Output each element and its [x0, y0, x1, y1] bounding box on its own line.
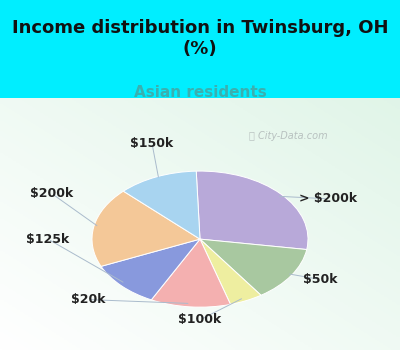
Wedge shape: [196, 171, 308, 250]
Text: $20k: $20k: [71, 293, 105, 306]
Text: > $200k: > $200k: [299, 192, 357, 205]
Text: $200k: $200k: [30, 187, 74, 200]
Wedge shape: [101, 239, 200, 300]
Text: Asian residents: Asian residents: [134, 85, 266, 100]
Text: $150k: $150k: [130, 137, 174, 150]
Text: $100k: $100k: [178, 313, 222, 326]
Text: ⓘ City-Data.com: ⓘ City-Data.com: [249, 131, 327, 141]
Text: Income distribution in Twinsburg, OH
(%): Income distribution in Twinsburg, OH (%): [12, 19, 388, 58]
Wedge shape: [151, 239, 230, 307]
Text: $50k: $50k: [303, 273, 337, 286]
Wedge shape: [123, 171, 200, 239]
Text: $125k: $125k: [26, 233, 70, 246]
Wedge shape: [92, 191, 200, 266]
Wedge shape: [200, 239, 261, 304]
Wedge shape: [200, 239, 307, 295]
